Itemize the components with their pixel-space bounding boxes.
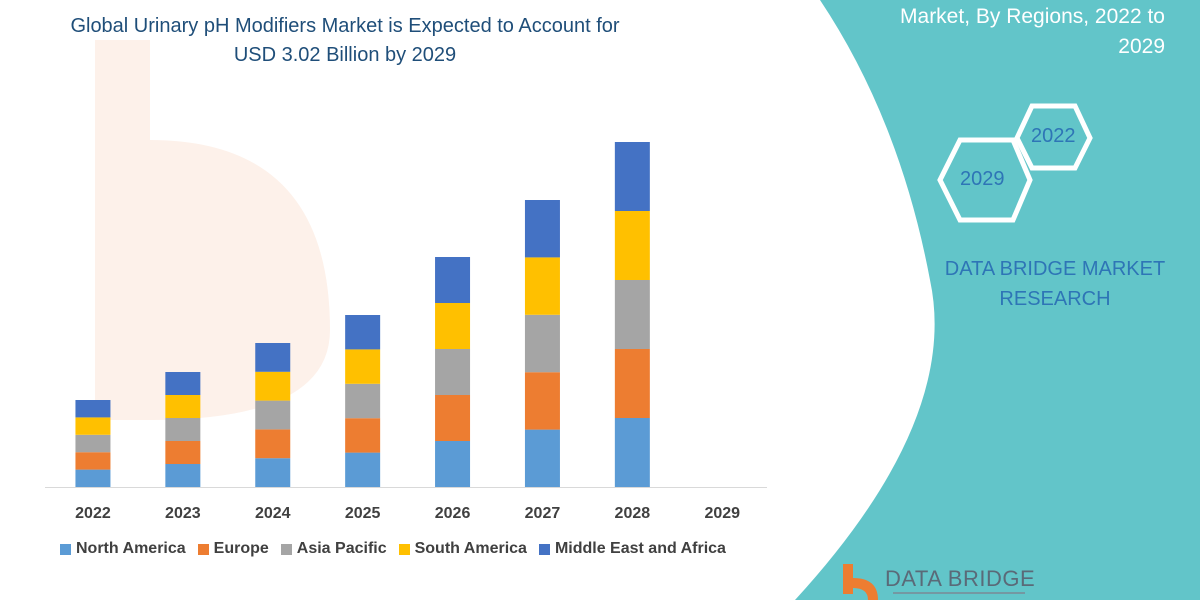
x-tick-label: 2024 [255, 505, 291, 522]
chart-title-line: Global Urinary pH Modifiers Market is Ex… [70, 15, 620, 37]
legend: North America Europe Asia Pacific South Ame… [60, 540, 726, 558]
bar-segment [255, 371, 291, 401]
brand-line: RESEARCH [999, 288, 1111, 310]
bar-segment [524, 257, 560, 315]
side-title: Market, By Regions, 2022 to 2029 [845, 2, 1165, 62]
legend-label: Middle East and Africa [554, 540, 726, 557]
logo-icon [843, 564, 1025, 600]
bar-segment [165, 372, 201, 395]
bar-segment [345, 418, 381, 453]
brand-text: DATA BRIDGE MARKET RESEARCH [925, 254, 1185, 314]
bar-segment [435, 441, 471, 487]
x-tick-label: 2027 [525, 505, 561, 522]
bar-segment [165, 441, 201, 464]
legend-swatch [197, 543, 209, 555]
bar-segment [165, 464, 201, 487]
hexagon-2022 [1014, 103, 1093, 171]
legend-label: Asia Pacific [296, 540, 387, 557]
bar-segment [614, 418, 650, 487]
chart-title-line: USD 3.02 Billion by 2029 [233, 44, 457, 66]
bar-segment [524, 429, 560, 487]
bar-segment [524, 372, 560, 430]
watermark-logo [95, 40, 330, 420]
bar-segment [75, 469, 111, 487]
legend-item: Europe [197, 540, 269, 558]
bar-segment [614, 280, 650, 349]
x-tick-label: 2023 [165, 505, 201, 522]
bar-segment [435, 257, 471, 303]
legend-swatch [538, 543, 550, 555]
bar-segment [255, 400, 291, 430]
hex-label-2029: 2029 [960, 168, 1005, 190]
hex-label-2022: 2022 [1031, 125, 1076, 147]
bar-segment [75, 400, 111, 418]
bar-segment [165, 418, 201, 441]
bar-segment [165, 395, 201, 418]
legend-item: South America [398, 540, 527, 558]
legend-item: Asia Pacific [280, 540, 387, 558]
bar-segment [255, 429, 291, 459]
chart-title: Global Urinary pH Modifiers Market is Ex… [40, 12, 650, 70]
bar-segment [435, 395, 471, 441]
bar-segment [524, 314, 560, 373]
logo-text: DATA BRIDGE [885, 566, 1036, 591]
hexagon-2029 [937, 137, 1033, 223]
bar-segment [255, 458, 291, 487]
legend-swatch [398, 543, 410, 555]
bar-segment [345, 315, 381, 350]
legend-label: Europe [213, 540, 269, 557]
bar-segment [75, 452, 111, 470]
side-panel [795, 0, 1200, 600]
bar-segment [614, 211, 650, 280]
bar-segment [345, 383, 381, 419]
x-tick-label: 2026 [435, 505, 471, 522]
side-title-line: 2029 [1118, 35, 1165, 58]
legend-label: South America [414, 540, 527, 557]
x-tick-label: 2025 [345, 505, 381, 522]
x-tick-label: 2022 [75, 505, 111, 522]
bar-segment [435, 349, 471, 395]
x-tick-label: 2029 [704, 505, 740, 522]
legend-item: North America [60, 540, 186, 558]
bar-segment [524, 200, 560, 258]
x-tick-label: 2028 [615, 505, 651, 522]
bar-segment [75, 417, 111, 435]
legend-swatch [280, 543, 292, 555]
bar-segment [435, 303, 471, 349]
bar-segment [614, 142, 650, 211]
side-title-line: Market, By Regions, 2022 to [900, 5, 1165, 28]
bar-segment [614, 349, 650, 418]
stacked-bar-chart: 2022 2023 2024 2025 2026 2027 2028 2029 [45, 142, 767, 522]
bar-segment [345, 349, 381, 384]
bar-segment [255, 343, 291, 372]
bar-segment [345, 452, 381, 487]
legend-swatch [60, 543, 71, 555]
brand-line: DATA BRIDGE MARKET [944, 258, 1166, 280]
legend-label: North America [76, 540, 186, 557]
legend-item: Middle East and Africa [538, 540, 726, 558]
bar-segment [75, 434, 111, 453]
